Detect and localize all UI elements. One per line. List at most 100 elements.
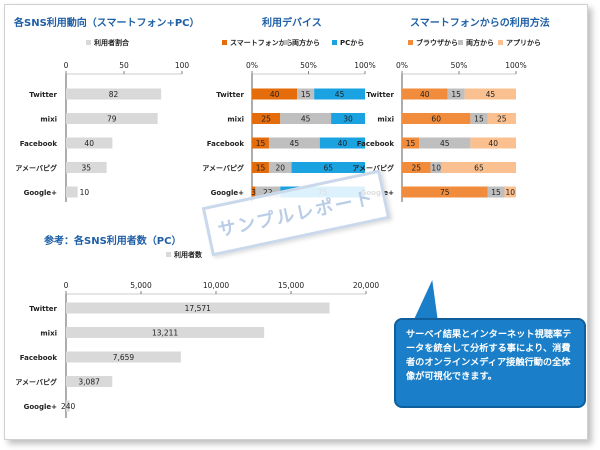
method-data-label: 15 (451, 90, 461, 99)
method-bar-segment (441, 162, 516, 173)
method-bar-segment (402, 162, 431, 173)
sns-legend-label: 利用者割合 (94, 38, 130, 47)
device-data-label: 25 (261, 115, 271, 124)
pc-bar (66, 376, 113, 387)
method-bar-segment (402, 113, 471, 124)
sns-category-label: Twitter (29, 91, 57, 99)
sns-tick-label: 50 (119, 61, 129, 70)
sns-tick-label: 100 (175, 61, 190, 70)
device-legend-swatch (332, 40, 337, 45)
device-legend-label: PCから (340, 39, 364, 47)
sns-bar (66, 186, 78, 198)
pc-tick-label: 10,000 (203, 281, 229, 290)
device-data-label: 40 (338, 139, 348, 148)
pc-tick-label: 0 (64, 281, 69, 290)
method-legend-label: ブラウザから (416, 38, 458, 47)
device-bar-segment (252, 186, 256, 198)
method-data-label: 25 (497, 115, 507, 124)
method-legend-swatch (408, 40, 413, 45)
device-bar-segment (252, 162, 269, 173)
sns-data-label: 10 (80, 188, 90, 197)
device-bar-segment (319, 137, 365, 149)
method-bar-segment (464, 88, 516, 100)
device-bar-segment (268, 137, 320, 149)
method-data-label: 15 (474, 115, 484, 124)
method-bar-segment (447, 88, 465, 100)
method-bar-segment (430, 162, 442, 173)
sns-data-label: 79 (107, 115, 117, 124)
device-bar-segment (331, 113, 365, 124)
pc-data-label: 240 (61, 402, 76, 411)
device-tick-label: 0% (246, 61, 258, 70)
method-bar-segment (470, 137, 516, 149)
method-bar-segment (504, 186, 516, 198)
sns-bar (66, 113, 158, 124)
sns-category-label: Google+ (24, 189, 58, 197)
method-legend-label: アプリから (506, 38, 541, 47)
device-bar-segment (297, 88, 315, 100)
pc-category-label: Facebook (20, 354, 58, 362)
method-data-label: 60 (431, 115, 441, 124)
pc-bar (66, 400, 70, 412)
device-bar-segment (252, 113, 281, 124)
pc-category-label: Google+ (24, 403, 58, 411)
method-bar-segment (487, 113, 516, 124)
callout-box: サーベイ結果とインターネット視聴率テータを統合して分析する事により、消費者のオン… (394, 318, 586, 408)
method-bar-segment (419, 137, 471, 149)
pc-data-label: 3,087 (78, 378, 100, 387)
device-tick-label: 50% (300, 61, 317, 70)
device-bar-segment (255, 186, 281, 198)
device-legend-label: スマートフォンから (230, 39, 293, 47)
device-data-label: 30 (343, 115, 353, 124)
pc-data-label: 7,659 (113, 353, 135, 362)
sns-bar (66, 88, 162, 100)
method-bar-segment (470, 113, 488, 124)
pc-data-label: 17,571 (185, 304, 211, 313)
sns-bar (66, 162, 107, 173)
device-legend-label: 両方から (292, 38, 320, 47)
device-bar-segment (280, 113, 332, 124)
method-tick-label: 100% (505, 61, 526, 70)
device-legend-swatch (222, 40, 227, 45)
sns-tick-label: 0 (64, 61, 69, 70)
device-category-label: Google+ (211, 189, 245, 197)
method-data-label: 75 (440, 188, 450, 197)
method-bar-segment (487, 186, 505, 198)
device-data-label: 45 (335, 90, 345, 99)
method-category-label: Facebook (357, 140, 395, 148)
device-bar-segment (314, 88, 365, 100)
device-category-label: Twitter (216, 91, 244, 99)
method-data-label: 40 (420, 90, 430, 99)
device-data-label: 45 (301, 115, 311, 124)
pc-chart-title: 参考：各SNS利用者数（PC） (44, 236, 182, 247)
method-data-label: 15 (406, 139, 416, 148)
pc-bar (66, 302, 330, 314)
device-data-label: 15 (301, 90, 311, 99)
sns-category-label: Facebook (20, 140, 58, 148)
method-data-label: 25 (411, 164, 421, 173)
method-legend-label: 両方から (466, 38, 494, 47)
device-category-label: Facebook (207, 140, 245, 148)
method-bar-segment (402, 137, 420, 149)
pc-bar (66, 351, 181, 363)
device-data-label: 65 (324, 164, 334, 173)
device-legend-swatch (284, 40, 289, 45)
pc-bar (66, 327, 265, 338)
method-data-label: 15 (491, 188, 501, 197)
device-bar-segment (252, 137, 269, 149)
device-data-label: 15 (256, 139, 266, 148)
method-category-label: mixi (377, 116, 394, 124)
method-data-label: 65 (474, 164, 484, 173)
device-tick-label: 100% (354, 61, 375, 70)
sns-data-label: 82 (109, 90, 119, 99)
method-category-label: アメーバピグ (352, 164, 394, 173)
device-data-label: 15 (256, 164, 266, 173)
pc-category-label: Twitter (29, 305, 57, 313)
sns-bar (66, 137, 113, 149)
sns-data-label: 40 (84, 139, 94, 148)
method-legend-swatch (458, 40, 463, 45)
sns-category-label: mixi (40, 116, 57, 124)
method-category-label: Twitter (366, 91, 394, 99)
device-category-label: mixi (227, 116, 244, 124)
method-data-label: 40 (488, 139, 498, 148)
